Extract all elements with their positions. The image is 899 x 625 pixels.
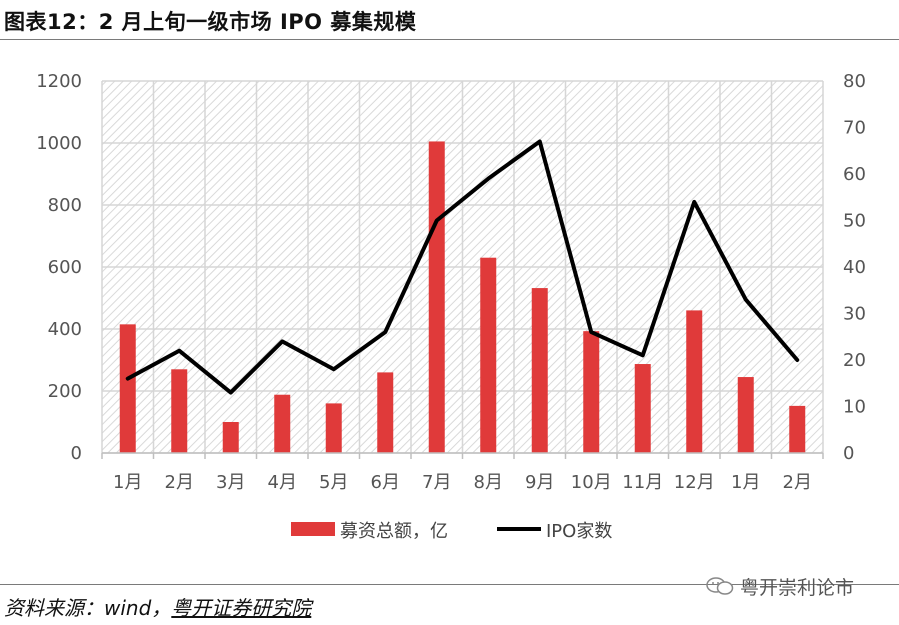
y-right-tick-label: 30 [843,304,866,325]
x-tick-label: 12月 [674,472,715,493]
y-right-tick-label: 0 [843,443,854,464]
y-left-tick-label: 800 [48,195,82,216]
bar [428,141,445,453]
bar [634,364,651,453]
bar [119,324,136,453]
footer-divider [0,584,899,585]
x-tick-label: 1月 [731,472,760,493]
x-tick-label: 2月 [783,472,812,493]
bar [531,288,548,453]
legend-line-label: IPO家数 [546,521,612,542]
chart-title: 图表12：2 月上旬一级市场 IPO 募集规模 [4,10,417,34]
bar [274,394,291,453]
header-divider [0,39,899,40]
y-right-tick-label: 70 [843,118,866,139]
x-tick-label: 7月 [422,472,451,493]
bar [583,331,600,453]
y-left-tick-label: 600 [48,257,82,278]
x-tick-label: 3月 [216,472,245,493]
x-tick-label: 2月 [165,472,194,493]
legend-bar-label: 募资总额，亿 [340,521,448,542]
y-right-tick-label: 10 [843,397,866,418]
bar [686,310,703,453]
ipo-count-line [125,139,800,395]
x-tick-label: 4月 [268,472,297,493]
y-right-tick-label: 40 [843,257,866,278]
watermark: 粤开崇利论市 [706,574,855,599]
bar [377,372,394,453]
bar [789,405,806,453]
bar [171,369,188,453]
bar [222,422,239,453]
y-right-tick-label: 60 [843,164,866,185]
y-left-tick-label: 200 [48,381,82,402]
y-left-tick-label: 0 [71,443,82,464]
x-tick-label: 11月 [622,472,663,493]
bar [737,377,754,453]
source-prefix: 资料来源：wind， [4,596,172,620]
bar [480,257,497,453]
x-tick-label: 5月 [319,472,348,493]
bar [325,403,342,453]
x-tick-label: 8月 [474,472,503,493]
x-tick-label: 1月 [113,472,142,493]
x-tick-label: 6月 [371,472,400,493]
x-tick-label: 9月 [525,472,554,493]
chart: 0 200 400 600 800 1000 1200 0 10 20 30 40 50 60 70 80 1月… [36,71,866,542]
y-left-tick-label: 1000 [36,133,82,154]
y-right-tick-label: 50 [843,211,866,232]
source-org: 粤开证券研究院 [171,596,312,620]
wechat-icon [706,577,734,595]
y-right-tick-label: 20 [843,350,866,371]
x-tick-label: 10月 [571,472,612,493]
y-right-tick-label: 80 [843,71,866,92]
legend-bar-swatch [291,522,335,536]
source-note: 资料来源：wind，粤开证券研究院 [4,592,311,621]
y-left-tick-label: 1200 [36,71,82,92]
y-left-tick-label: 400 [48,319,82,340]
watermark-text: 粤开崇利论市 [740,576,855,599]
